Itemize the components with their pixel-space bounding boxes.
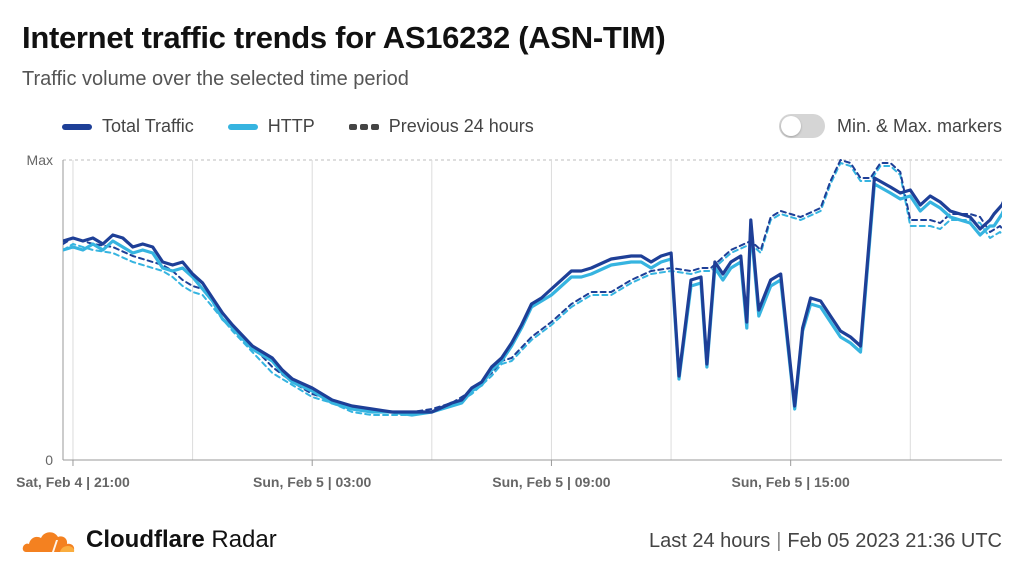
cloudflare-radar-logo: Cloudflare Radar — [22, 526, 277, 554]
min-max-markers-label: Min. & Max. markers — [836, 115, 1002, 136]
brand-name: Cloudflare Radar — [86, 526, 277, 554]
y-tick-label-max: Max — [27, 152, 53, 168]
chart-subtitle: Traffic volume over the selected time pe… — [22, 68, 409, 90]
time-range-label: Last 24 hours — [649, 530, 771, 552]
x-tick-label-3: Sun, Feb 5 | 15:00 — [732, 474, 851, 490]
min-max-markers-toggle[interactable] — [778, 114, 825, 138]
legend-swatch-previous — [348, 123, 379, 130]
footer-timestamp: Last 24 hours | Feb 05 2023 21:36 UTC — [649, 530, 1002, 552]
legend-label-total: Total Traffic — [102, 116, 194, 136]
series-line-3 — [63, 162, 1002, 416]
legend-label-http: HTTP — [267, 116, 315, 136]
x-tick-label-0: Sat, Feb 4 | 21:00 — [16, 474, 130, 490]
timestamp-label: Feb 05 2023 21:36 UTC — [787, 530, 1002, 552]
y-tick-label-zero: 0 — [45, 452, 53, 468]
legend-swatch-total — [62, 123, 92, 130]
legend-label-previous: Previous 24 hours — [388, 116, 534, 136]
chart-title: Internet traffic trends for AS16232 (ASN… — [22, 20, 666, 55]
brand-light: Radar — [211, 526, 277, 553]
legend-swatch-http — [227, 123, 258, 130]
x-tick-label-2: Sun, Feb 5 | 09:00 — [492, 474, 611, 490]
traffic-chart: Max 0 Sat, Feb 4 | 21:00 Sun, Feb 5 | 03:00… — [16, 152, 1002, 490]
legend-item-total-traffic[interactable]: Total Traffic — [62, 116, 194, 137]
chart-legend: Total Traffic HTTP Previous 24 hours — [62, 116, 568, 137]
toggle-knob — [780, 116, 801, 136]
brand-bold: Cloudflare — [86, 526, 205, 553]
min-max-markers-control: Min. & Max. markers — [778, 114, 1002, 138]
legend-item-previous[interactable]: Previous 24 hours — [348, 116, 534, 137]
series-line-0 — [63, 176, 1002, 414]
cloudflare-cloud-icon — [22, 532, 75, 552]
series-line-2 — [63, 159, 1002, 413]
x-tick-label-1: Sun, Feb 5 | 03:00 — [253, 474, 372, 490]
legend-item-http[interactable]: HTTP — [227, 116, 315, 137]
